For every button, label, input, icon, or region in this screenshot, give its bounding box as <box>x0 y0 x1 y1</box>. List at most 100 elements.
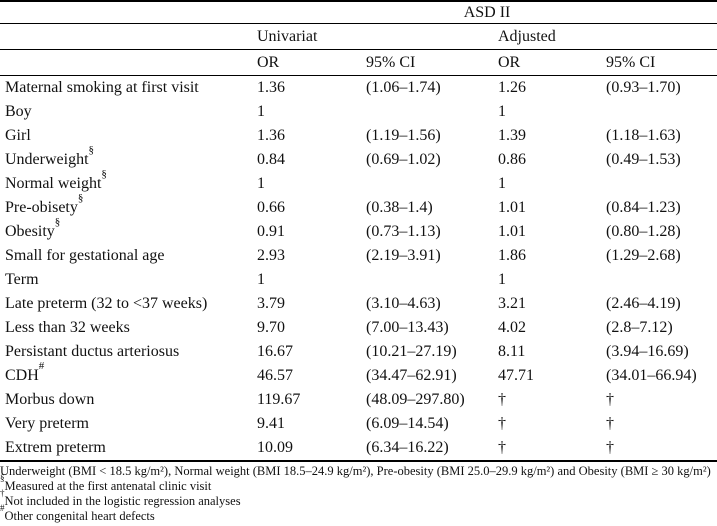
univariat-or-cell: 119.67 <box>257 391 301 408</box>
adjusted-or-cell: † <box>498 391 506 408</box>
col-header-univariat-or: OR <box>257 49 366 76</box>
table-row: Boy 1 1 <box>0 100 717 124</box>
univariat-ci-cell <box>366 268 498 292</box>
row-label: Extrem preterm <box>5 439 106 456</box>
adjusted-or-cell: 4.02 <box>498 319 526 336</box>
adjusted-ci-cell: (3.94–16.69) <box>606 343 689 360</box>
adjusted-or-cell: † <box>498 415 506 432</box>
adjusted-or-cell: 1 <box>498 175 506 192</box>
univariat-or-cell: 1.36 <box>257 79 285 96</box>
blank-cell <box>0 23 257 50</box>
footnote-line: #Other congenital heart defects <box>0 502 155 523</box>
table-row: Late preterm (32 to <37 weeks) 3.79 (3.10–… <box>0 292 717 316</box>
univariat-ci-cell: (2.19–3.91) <box>366 247 441 264</box>
col-header-univariat-ci: 95% CI <box>366 49 498 76</box>
adjusted-or-cell: 1.01 <box>498 223 526 240</box>
univariat-or-cell: 0.66 <box>257 199 285 216</box>
table-row: Morbus down 119.67 (48.09–297.80) † † <box>0 388 717 412</box>
title-row: ASD II <box>0 1 717 24</box>
univariat-ci-cell: (0.38–1.4) <box>366 199 433 216</box>
univariat-or-cell: 3.79 <box>257 295 285 312</box>
adjusted-or-cell: 1.86 <box>498 247 526 264</box>
row-label: Morbus down <box>5 391 95 408</box>
row-marker: § <box>101 167 107 180</box>
adjusted-ci-cell: † <box>606 439 614 456</box>
table-row: Underweight§ 0.84 (0.69–1.02) 0.86 (0.49–1.5… <box>0 143 717 172</box>
univariat-ci-cell: (0.73–1.13) <box>366 223 441 240</box>
adjusted-ci-cell: (0.80–1.28) <box>606 223 681 240</box>
group-header-adjusted: Adjusted <box>498 23 717 50</box>
univariat-or-cell: 0.91 <box>257 223 285 240</box>
univariat-ci-cell: (0.69–1.02) <box>366 151 441 168</box>
adjusted-or-cell: 1.39 <box>498 127 526 144</box>
univariat-or-cell: 9.70 <box>257 319 285 336</box>
blank-cell <box>0 1 257 24</box>
blank-cell <box>0 49 257 76</box>
adjusted-ci-cell <box>606 268 717 292</box>
univariat-ci-cell: (6.34–16.22) <box>366 439 449 456</box>
adjusted-ci-cell: (0.49–1.53) <box>606 151 681 168</box>
table-row: CDH# 46.57 (34.47–62.91) 47.71 (34.01–66.94) <box>0 360 717 388</box>
table-row: Term 1 1 <box>0 268 717 292</box>
adjusted-or-cell: 1.01 <box>498 199 526 216</box>
row-label: Late preterm (32 to <37 weeks) <box>5 295 208 312</box>
footnote-marker: † <box>0 487 5 498</box>
adjusted-ci-cell: † <box>606 391 614 408</box>
table-row: Extrem preterm 10.09 (6.34–16.22) † † <box>0 436 717 461</box>
univariat-or-cell: 1 <box>257 103 265 120</box>
footnotes: Underweight (BMI < 18.5 kg/m²), Normal w… <box>0 464 717 524</box>
univariat-or-cell: 1.36 <box>257 127 285 144</box>
univariat-or-cell: 2.93 <box>257 247 285 264</box>
adjusted-ci-cell: (0.93–1.70) <box>606 79 681 96</box>
results-table: ASD II Univariat Adjusted OR 95% CI OR 9… <box>0 0 717 462</box>
adjusted-or-cell: 0.86 <box>498 151 526 168</box>
adjusted-or-cell: 1 <box>498 103 506 120</box>
row-label: Boy <box>5 103 32 120</box>
group-header-row: Univariat Adjusted <box>0 23 717 50</box>
table-body: Maternal smoking at first visit 1.36 (1.06… <box>0 76 717 462</box>
univariat-ci-cell: (34.47–62.91) <box>366 367 457 384</box>
row-label: Small for gestational age <box>5 247 165 264</box>
adjusted-ci-cell <box>606 172 717 196</box>
adjusted-ci-cell: (1.18–1.63) <box>606 127 681 144</box>
adjusted-or-cell: 1 <box>498 271 506 288</box>
adjusted-ci-cell: (0.84–1.23) <box>606 199 681 216</box>
col-header-adjusted-ci: 95% CI <box>606 49 717 76</box>
univariat-or-cell: 10.09 <box>257 439 293 456</box>
row-marker: # <box>38 359 45 372</box>
univariat-ci-cell: (10.21–27.19) <box>366 343 457 360</box>
footnote-marker: § <box>0 472 5 483</box>
univariat-or-cell: 16.67 <box>257 343 293 360</box>
row-label: Obesity§ <box>5 215 61 240</box>
column-header-row: OR 95% CI OR 95% CI <box>0 49 717 76</box>
row-label: Very preterm <box>5 415 89 432</box>
row-marker: § <box>54 215 61 228</box>
table-row: Persistant ductus arteriosus 16.67 (10.21–… <box>0 340 717 364</box>
row-label: Underweight§ <box>5 143 95 168</box>
table-row: Girl 1.36 (1.19–1.56) 1.39 (1.18–1.63) <box>0 124 717 148</box>
adjusted-ci-cell: (34.01–66.94) <box>606 367 697 384</box>
row-marker: § <box>77 191 84 204</box>
adjusted-ci-cell: (2.8–7.12) <box>606 319 673 336</box>
row-marker: § <box>88 143 95 156</box>
adjusted-ci-cell: † <box>606 415 614 432</box>
univariat-ci-cell: (3.10–4.63) <box>366 295 441 312</box>
univariat-or-cell: 0.84 <box>257 151 285 168</box>
col-header-adjusted-or: OR <box>498 49 606 76</box>
adjusted-or-cell: 3.21 <box>498 295 526 312</box>
univariat-ci-cell <box>366 172 498 196</box>
table-row: Small for gestational age 2.93 (2.19–3.91)… <box>0 244 717 268</box>
univariat-ci-cell: (48.09–297.80) <box>366 391 465 408</box>
row-label: Maternal smoking at first visit <box>5 79 199 96</box>
footnote-line: Underweight (BMI < 18.5 kg/m²), Normal w… <box>0 464 711 478</box>
row-label: Normal weight§ <box>5 167 107 192</box>
table-row: Less than 32 weeks 9.70 (7.00–13.43) 4.02 (2… <box>0 316 717 340</box>
row-label: Term <box>5 271 39 288</box>
univariat-or-cell: 1 <box>257 175 265 192</box>
adjusted-or-cell: 47.71 <box>498 367 534 384</box>
univariat-ci-cell <box>366 100 498 124</box>
footnote-line: §Measured at the first antenatal clinic … <box>0 472 212 493</box>
univariat-or-cell: 46.57 <box>257 367 293 384</box>
table-header: ASD II Univariat Adjusted OR 95% CI OR 9… <box>0 1 717 76</box>
